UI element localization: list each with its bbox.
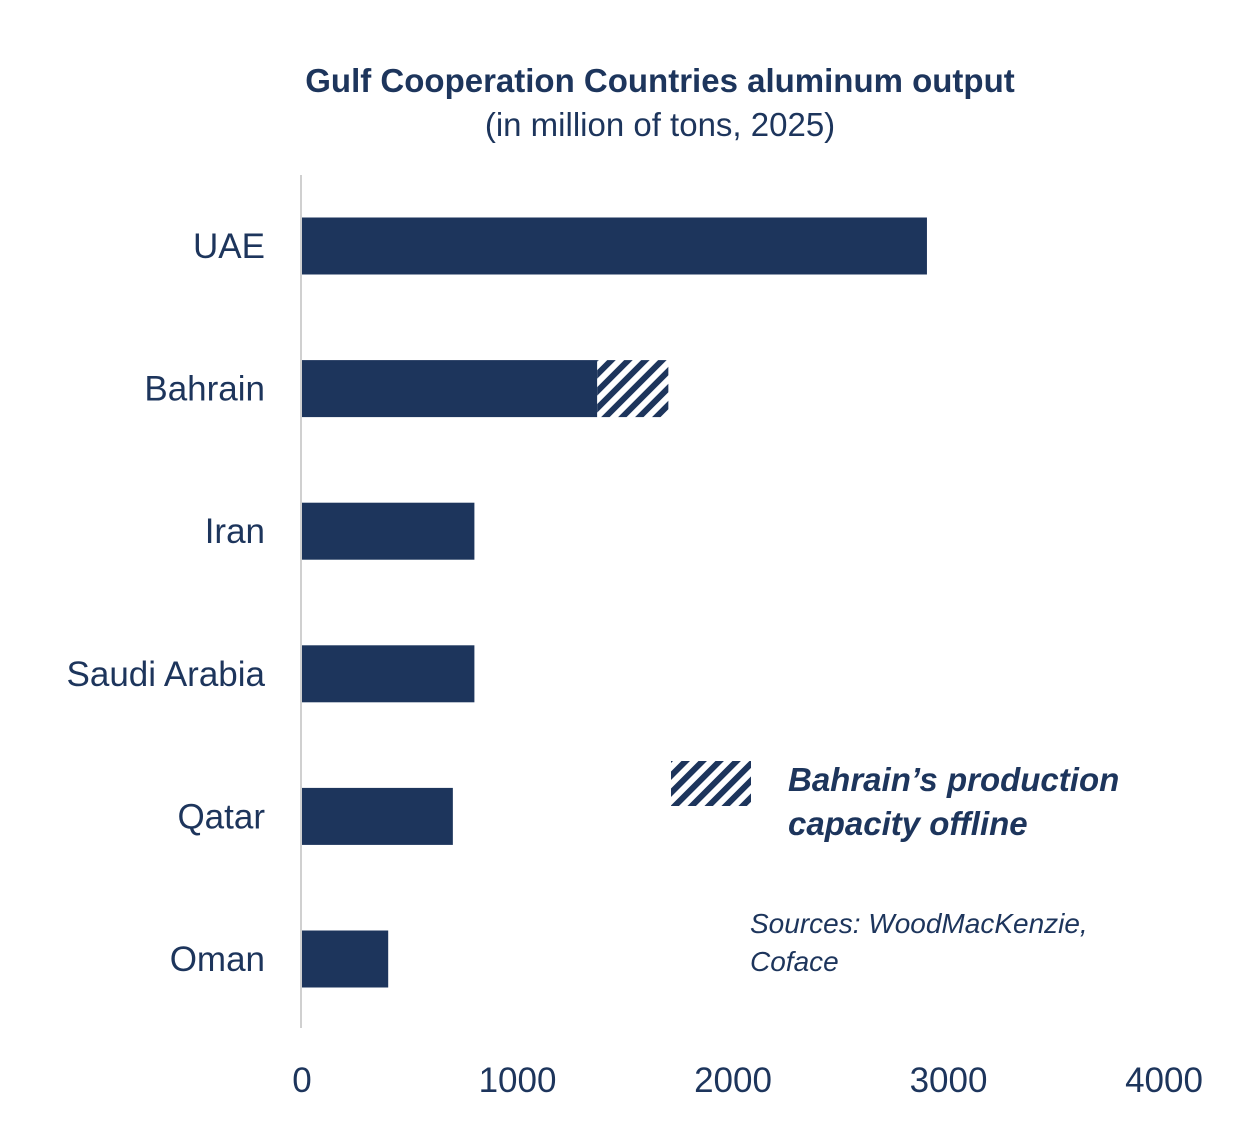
legend-swatch bbox=[671, 761, 751, 806]
category-label: Oman bbox=[170, 940, 265, 979]
sources-line-2: Coface bbox=[750, 946, 839, 977]
bar bbox=[302, 502, 475, 560]
bar bbox=[302, 787, 453, 845]
category-label: Iran bbox=[205, 512, 265, 551]
category-label: Qatar bbox=[177, 797, 265, 836]
chart-subtitle: (in million of tons, 2025) bbox=[484, 106, 836, 143]
sources-note: Sources: WoodMacKenzie, Coface bbox=[750, 905, 1088, 981]
x-tick-label: 2000 bbox=[694, 1061, 772, 1100]
x-tick-label: 4000 bbox=[1125, 1061, 1203, 1100]
legend-label: Bahrain’s production capacity offline bbox=[788, 758, 1119, 846]
x-tick-label: 0 bbox=[292, 1061, 311, 1100]
bar bbox=[302, 217, 927, 275]
sources-line-1: Sources: WoodMacKenzie, bbox=[750, 908, 1088, 939]
category-label: UAE bbox=[193, 227, 265, 266]
legend-line-1: Bahrain’s production bbox=[788, 761, 1120, 798]
bar bbox=[302, 360, 598, 418]
bar-offline-capacity bbox=[597, 360, 669, 418]
x-tick-label: 1000 bbox=[479, 1061, 557, 1100]
x-tick-label: 3000 bbox=[910, 1061, 988, 1100]
legend-line-2: capacity offline bbox=[788, 805, 1028, 842]
chart-title: Gulf Cooperation Countries aluminum outp… bbox=[305, 62, 1015, 99]
bar bbox=[302, 930, 389, 988]
category-label: Saudi Arabia bbox=[67, 655, 266, 694]
category-label: Bahrain bbox=[144, 370, 265, 409]
bar bbox=[302, 645, 475, 703]
